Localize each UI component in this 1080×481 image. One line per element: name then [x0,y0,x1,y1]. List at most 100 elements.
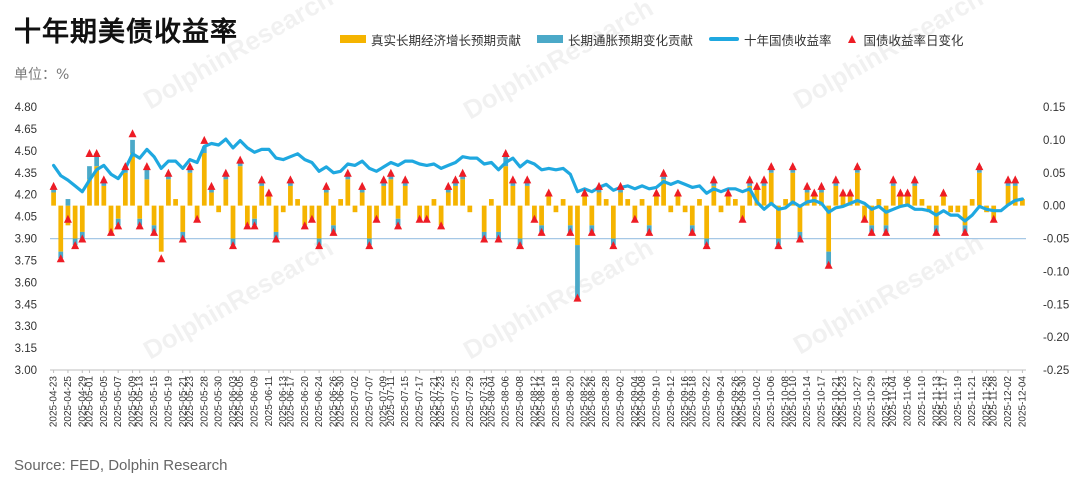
daily-change-marker [824,260,833,269]
bar-real-growth [761,185,767,206]
x-axis-tick-label: 2025-09-12 [666,376,677,428]
daily-change-marker [573,293,582,302]
left-axis-tick-label: 3.00 [15,365,37,377]
x-axis-tick-label: 2025-09-26 [730,376,741,428]
daily-change-marker [264,188,273,197]
x-axis-tick-label: 2025-10-23 [838,376,849,428]
x-axis-tick-label: 2025-05-28 [199,376,210,428]
x-axis-tick-label: 2025-09-02 [616,376,627,428]
daily-change-marker [659,168,668,177]
bar-real-growth [345,179,351,206]
daily-change-marker [1004,175,1013,184]
daily-change-marker [767,162,776,171]
bar-real-growth [352,205,358,213]
bar-real-growth [532,205,537,219]
bar-real-growth [503,166,509,206]
bar-real-growth [955,205,961,213]
bar-real-growth [610,205,616,239]
x-axis-tick-label: 2025-05-13 [135,376,146,428]
right-axis-tick-label: -0.15 [1043,299,1069,311]
daily-change-marker [795,234,804,243]
bar-real-growth [725,192,731,206]
daily-change-marker [178,234,187,243]
marker-layer [49,129,1020,302]
x-axis-tick-label: 2025-06-24 [314,376,325,428]
daily-change-marker [250,221,259,230]
left-axis-tick-label: 4.20 [15,190,37,202]
x-axis-tick-label: 2025-04-29 [77,376,88,428]
bar-real-growth [273,205,279,232]
bar-real-growth [697,199,702,206]
daily-change-marker [121,162,130,171]
bar-real-growth [682,205,688,213]
x-axis-tick-label: 2025-06-11 [264,376,275,427]
bar-real-growth [488,199,494,206]
x-axis-tick-label: 2025-10-17 [816,376,827,428]
legend-label-real-growth: 真实长期经济增长预期贡献 [371,32,522,48]
legend-swatch-yield [709,37,740,41]
daily-change-marker [882,227,891,236]
bar-real-growth [783,199,788,206]
legend: 真实长期经济增长预期贡献 长期通胀预期变化贡献 十年国债收益率 国债收益率日变化 [340,30,980,48]
x-axis-tick-label: 2025-06-09 [250,376,261,428]
x-axis-tick-label: 2025-07-09 [379,376,390,428]
left-axis-tick-label: 3.90 [15,234,37,246]
daily-change-marker [752,181,761,190]
legend-label-inflation: 长期通胀预期变化贡献 [568,32,694,48]
bar-real-growth [1005,185,1011,206]
bar-real-growth [216,205,222,213]
daily-change-marker [516,241,525,250]
x-axis-tick-label: 2025-11-21 [967,376,978,427]
x-axis-tick-label: 2025-12-02 [1003,376,1014,428]
watermark-text: DolphinResearch [458,232,658,365]
bar-real-growth [639,199,645,206]
right-axis-tick-label: 0.05 [1043,168,1065,180]
bar-real-growth [252,205,257,219]
bar-real-growth [632,205,638,219]
daily-change-marker [1011,175,1020,184]
chart-title: 十年期美债收益率 [14,17,238,48]
x-axis-tick-label: 2025-05-19 [163,376,174,428]
daily-change-marker [343,168,352,177]
legend-item-inflation: 长期通胀预期变化贡献 [537,30,693,49]
bar-real-growth [366,205,372,239]
daily-change-marker [817,181,826,190]
x-axis-tick-label: 2025-09-30 [738,376,749,428]
x-axis-tick-label: 2025-06-17 [285,376,296,428]
bar-real-growth [898,192,903,206]
daily-change-marker [609,241,618,250]
bar-real-growth [194,205,200,219]
daily-change-marker [480,234,489,243]
legend-label-yield: 十年国债收益率 [744,32,832,48]
bar-real-growth [101,185,107,206]
x-axis-tick-label: 2025-08-08 [515,376,526,428]
x-axis-tick-label: 2025-10-06 [766,376,777,428]
x-axis-tick-label: 2025-10-21 [831,376,842,428]
left-axis-tick-label: 4.65 [15,124,37,136]
bar-inflation [94,153,100,167]
bar-real-growth [1012,185,1018,206]
x-axis-tick-label: 2025-11-19 [953,376,964,427]
daily-change-marker [537,227,546,236]
bar-inflation [144,166,150,180]
bar-real-growth [280,205,286,213]
daily-change-marker [135,221,144,230]
bar-real-growth [266,192,272,206]
bar-inflation [130,139,135,154]
legend-item-real-growth: 真实长期经济增长预期贡献 [340,30,521,49]
daily-change-marker [394,221,403,230]
daily-change-marker [307,214,316,223]
daily-change-marker [724,188,733,197]
bar-real-growth [431,199,437,206]
bar-real-growth [166,179,171,206]
bar-real-growth [747,185,753,206]
daily-change-marker [961,227,969,236]
daily-change-marker [630,214,639,223]
daily-change-marker [645,227,654,236]
bar-real-growth [797,205,803,232]
bar-real-growth [546,192,552,206]
x-axis-tick-label: 2025-06-20 [300,376,311,428]
daily-change-marker [760,175,769,184]
daily-change-marker [501,149,510,158]
bar-real-growth [94,166,100,206]
